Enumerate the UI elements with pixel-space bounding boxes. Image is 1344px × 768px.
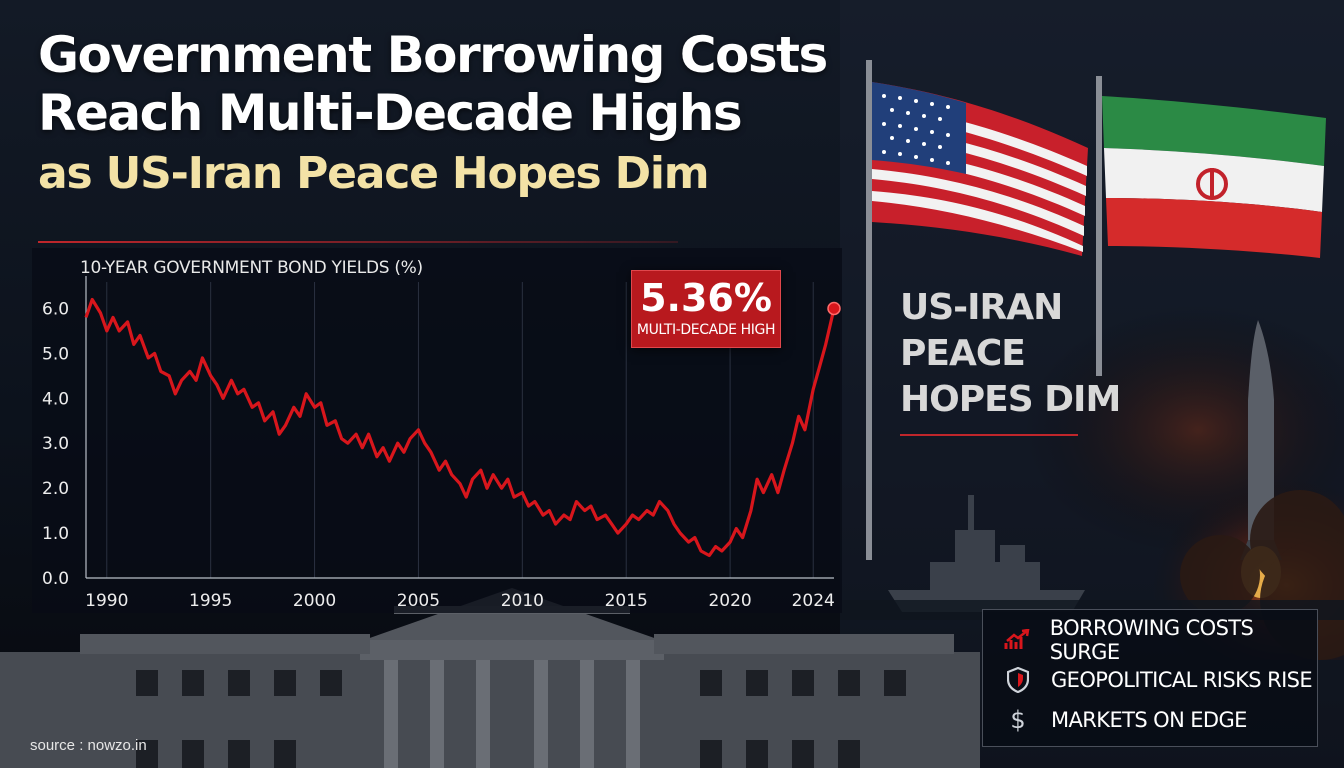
chart-title: 10-YEAR GOVERNMENT BOND YIELDS (%) [80, 258, 423, 278]
x-tick-label: 2024 [792, 591, 835, 611]
y-tick-label: 5.0 [42, 344, 69, 364]
x-tick-label: 2010 [501, 591, 544, 611]
key-points-box: BORROWING COSTS SURGE GEOPOLITICAL RISKS… [982, 609, 1318, 747]
bullet-geopolitical-risks: GEOPOLITICAL RISKS RISE [1003, 666, 1313, 694]
x-tick-label: 2005 [397, 591, 440, 611]
bullet-borrowing-costs: BORROWING COSTS SURGE [1003, 616, 1317, 664]
x-tick-label: 1995 [189, 591, 232, 611]
annotation-text: MULTI-DECADE HIGH [636, 322, 776, 338]
y-tick-label: 1.0 [42, 524, 69, 544]
series-line-0 [84, 297, 836, 558]
source-credit: source : nowzo.in [30, 737, 147, 754]
side-headline-line-3: HOPES DIM [900, 379, 1121, 420]
y-tick-label: 2.0 [42, 479, 69, 499]
title-line-2: Reach Multi-Decade Highs [38, 84, 743, 142]
bullet-text: BORROWING COSTS SURGE [1049, 616, 1254, 664]
headline: Government Borrowing Costs Reach Multi-D… [38, 26, 878, 202]
x-tick-label: 1990 [85, 591, 128, 611]
side-headline: US-IRAN PEACE HOPES DIM [900, 285, 1140, 423]
side-divider [900, 434, 1078, 436]
title-line-1: Government Borrowing Costs [38, 26, 828, 84]
x-tick-label: 2015 [605, 591, 648, 611]
iran-flag-icon [1102, 96, 1326, 258]
trending-up-icon [1003, 627, 1032, 653]
bullet-text: MARKETS ON EDGE [1051, 708, 1247, 732]
side-headline-line-1: US-IRAN [900, 287, 1063, 328]
shield-icon [1003, 667, 1033, 693]
annotation-point [827, 301, 841, 316]
y-tick-label: 3.0 [42, 434, 69, 454]
us-flag-icon [872, 82, 1088, 256]
subtitle: as US-Iran Peace Hopes Dim [38, 148, 710, 199]
annotation-callout: 5.36% MULTI-DECADE HIGH [631, 270, 781, 348]
annotation-value: 5.36% [640, 276, 772, 320]
y-tick-label: 4.0 [42, 389, 69, 409]
x-tick-label: 2000 [293, 591, 336, 611]
side-headline-line-2: PEACE [900, 333, 1026, 374]
y-tick-label: 6.0 [42, 299, 69, 319]
x-tick-label: 2020 [708, 591, 751, 611]
bullet-text: GEOPOLITICAL RISKS RISE [1051, 668, 1313, 692]
dollar-icon: $ [1010, 706, 1026, 734]
bullet-markets-edge: $ MARKETS ON EDGE [1003, 706, 1247, 734]
flag-pole-left [866, 60, 872, 560]
y-tick-label: 0.0 [42, 569, 69, 589]
title-divider [38, 241, 678, 243]
flag-pole-right [1096, 76, 1102, 376]
